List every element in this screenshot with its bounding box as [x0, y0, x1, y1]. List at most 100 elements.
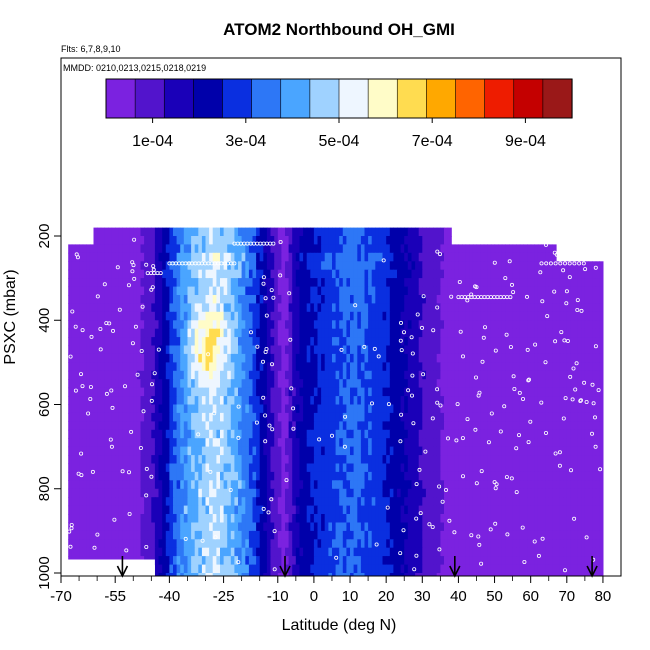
heatmap-cell	[248, 488, 254, 498]
heatmap-cell	[245, 514, 250, 523]
heatmap-cell	[436, 497, 441, 507]
heatmap-cell	[498, 353, 503, 363]
heatmap-cell	[462, 295, 467, 304]
heatmap-cell	[411, 438, 416, 448]
heatmap-cell	[252, 311, 257, 321]
heatmap-cell	[263, 387, 268, 397]
heatmap-cell	[209, 438, 214, 448]
heatmap-cell	[476, 303, 481, 313]
heatmap-cell	[563, 421, 568, 431]
heatmap-cell	[342, 261, 347, 271]
heatmap-cell	[154, 404, 160, 414]
heatmap-cell	[364, 471, 369, 481]
heatmap-cell	[350, 446, 355, 456]
heatmap-cell	[458, 370, 463, 380]
heatmap-cell	[310, 514, 315, 523]
heatmap-cell	[212, 471, 217, 481]
heatmap-cell	[444, 320, 449, 330]
heatmap-cell	[201, 438, 207, 448]
heatmap-cell	[509, 404, 514, 414]
heatmap-cell	[454, 362, 459, 372]
heatmap-cell	[335, 311, 340, 321]
heatmap-cell	[230, 471, 235, 481]
heatmap-cell	[476, 379, 481, 389]
heatmap-cell	[472, 455, 478, 465]
heatmap-cell	[339, 353, 344, 363]
heatmap-cell	[212, 261, 217, 271]
heatmap-cell	[220, 514, 225, 523]
heatmap-cell	[201, 362, 207, 372]
heatmap-cell	[281, 311, 286, 321]
heatmap-cell	[364, 286, 369, 296]
heatmap-cell	[404, 303, 409, 313]
heatmap-cell	[288, 244, 293, 254]
heatmap-cell	[241, 227, 246, 237]
heatmap-cell	[534, 438, 539, 448]
heatmap-cell	[548, 269, 553, 279]
heatmap-cell	[389, 337, 394, 347]
heatmap-cell	[245, 463, 250, 473]
heatmap-cell	[440, 295, 445, 304]
heatmap-cell	[241, 429, 246, 439]
heatmap-cell	[140, 379, 145, 389]
heatmap-cell	[86, 278, 91, 288]
heatmap-cell	[321, 286, 326, 296]
heatmap-cell	[404, 455, 409, 465]
heatmap-cell	[469, 370, 474, 380]
heatmap-cell	[205, 353, 210, 363]
heatmap-cell	[147, 261, 152, 271]
heatmap-cell	[393, 404, 398, 414]
heatmap-cell	[581, 379, 586, 389]
heatmap-cell	[212, 497, 217, 507]
heatmap-cell	[566, 278, 571, 288]
heatmap-cell	[176, 227, 181, 237]
heatmap-cell	[469, 379, 474, 389]
heatmap-cell	[418, 455, 423, 465]
heatmap-cell	[295, 421, 300, 431]
heatmap-cell	[342, 455, 347, 465]
heatmap-cell	[270, 311, 275, 321]
heatmap-cell	[263, 320, 268, 330]
heatmap-cell	[281, 328, 286, 338]
heatmap-cell	[266, 505, 272, 515]
heatmap-cell	[303, 396, 308, 406]
heatmap-cell	[220, 463, 225, 473]
heatmap-cell	[227, 345, 232, 355]
heatmap-cell	[158, 396, 163, 406]
heatmap-cell	[180, 412, 185, 422]
heatmap-cell	[476, 412, 481, 422]
heatmap-cell	[147, 429, 152, 439]
heatmap-cell	[216, 303, 221, 313]
heatmap-cell	[360, 480, 366, 490]
heatmap-cell	[281, 505, 286, 515]
heatmap-cell	[527, 421, 532, 431]
heatmap-cell	[364, 295, 369, 304]
heatmap-cell	[158, 438, 163, 448]
heatmap-cell	[321, 252, 326, 262]
heatmap-cell	[162, 421, 167, 431]
heatmap-cell	[147, 412, 152, 422]
heatmap-cell	[425, 236, 431, 245]
heatmap-cell	[534, 311, 539, 321]
heatmap-cell	[404, 370, 409, 380]
heatmap-cell	[537, 328, 543, 338]
heatmap-cell	[364, 421, 369, 431]
heatmap-cell	[447, 252, 452, 262]
heatmap-cell	[404, 236, 409, 245]
heatmap-cell	[75, 328, 80, 338]
heatmap-cell	[205, 269, 210, 279]
heatmap-cell	[480, 387, 485, 397]
heatmap-cell	[281, 370, 286, 380]
heatmap-cell	[144, 227, 149, 237]
heatmap-cell	[592, 438, 597, 448]
heatmap-cell	[534, 337, 539, 347]
heatmap-cell	[570, 387, 575, 397]
heatmap-cell	[577, 505, 582, 515]
heatmap-cell	[306, 261, 311, 271]
heatmap-cell	[516, 421, 521, 431]
heatmap-cell	[335, 455, 340, 465]
heatmap-cell	[201, 514, 207, 523]
heatmap-cell	[227, 412, 232, 422]
heatmap-cell	[595, 379, 600, 389]
heatmap-cell	[191, 295, 196, 304]
